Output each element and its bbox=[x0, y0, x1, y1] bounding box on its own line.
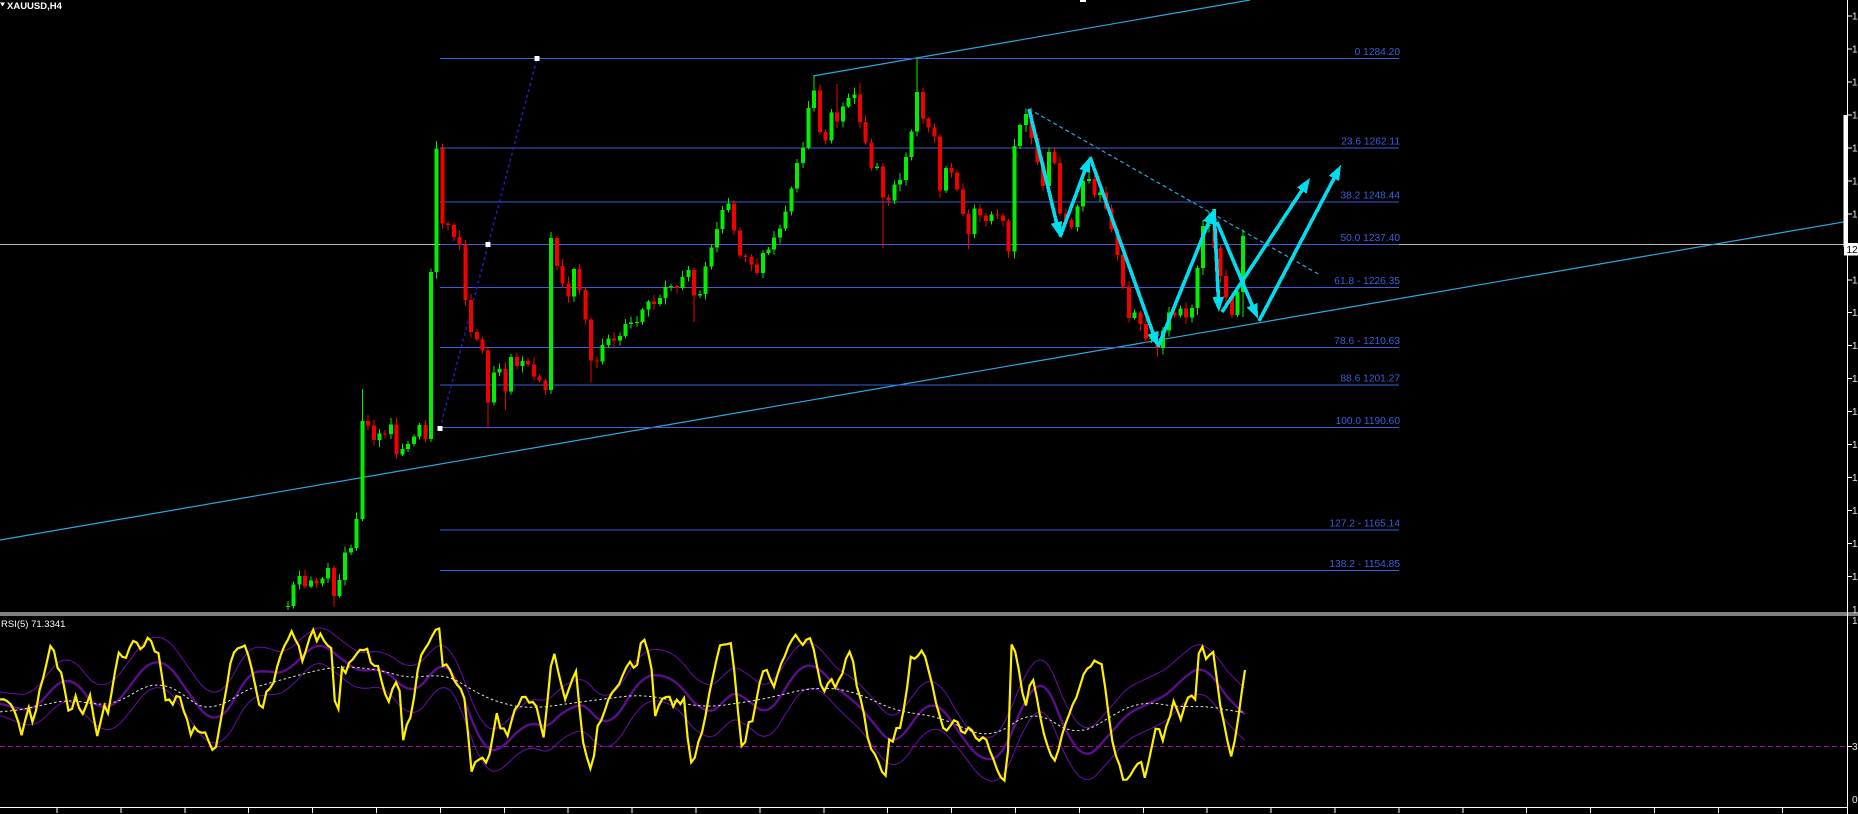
svg-text:12: 12 bbox=[1847, 245, 1858, 256]
svg-text:32: 32 bbox=[1852, 742, 1858, 753]
svg-text:100: 100 bbox=[1852, 616, 1858, 627]
svg-text:RSI(5) 71.3341: RSI(5) 71.3341 bbox=[1, 619, 65, 630]
svg-text:12: 12 bbox=[1852, 176, 1858, 187]
svg-text:12: 12 bbox=[1852, 308, 1858, 319]
svg-text:12: 12 bbox=[1852, 572, 1858, 583]
svg-text:50.0 1237.40: 50.0 1237.40 bbox=[1341, 233, 1401, 244]
svg-text:61.8 - 1226.35: 61.8 - 1226.35 bbox=[1334, 276, 1400, 287]
svg-text:12: 12 bbox=[1852, 45, 1858, 56]
svg-text:78.6 - 1210.63: 78.6 - 1210.63 bbox=[1334, 336, 1400, 347]
svg-text:12: 12 bbox=[1852, 506, 1858, 517]
svg-text:12: 12 bbox=[1852, 374, 1858, 385]
svg-text:0 1284.20: 0 1284.20 bbox=[1355, 47, 1401, 58]
svg-text:12: 12 bbox=[1852, 110, 1858, 121]
svg-text:12: 12 bbox=[1852, 275, 1858, 286]
svg-text:12: 12 bbox=[1852, 12, 1858, 23]
svg-text:100.0 1190.60: 100.0 1190.60 bbox=[1336, 416, 1401, 427]
svg-text:XAUUSD,H4: XAUUSD,H4 bbox=[7, 1, 63, 12]
svg-text:12: 12 bbox=[1852, 539, 1858, 550]
svg-text:12: 12 bbox=[1852, 440, 1858, 451]
svg-text:38.2 1248.44: 38.2 1248.44 bbox=[1341, 191, 1401, 202]
svg-text:12: 12 bbox=[1852, 341, 1858, 352]
svg-text:12: 12 bbox=[1852, 473, 1858, 484]
svg-text:12: 12 bbox=[1852, 407, 1858, 418]
svg-text:127.2 - 1165.14: 127.2 - 1165.14 bbox=[1329, 519, 1400, 530]
svg-text:12: 12 bbox=[1852, 77, 1858, 88]
svg-text:12: 12 bbox=[1852, 605, 1858, 616]
svg-text:12: 12 bbox=[1852, 209, 1858, 220]
svg-text:88.6 1201.27: 88.6 1201.27 bbox=[1341, 374, 1401, 385]
svg-text:0: 0 bbox=[1852, 795, 1858, 806]
svg-text:138.2 - 1154.85: 138.2 - 1154.85 bbox=[1329, 559, 1400, 570]
svg-text:12: 12 bbox=[1852, 143, 1858, 154]
svg-text:23.6 1262.11: 23.6 1262.11 bbox=[1341, 137, 1400, 148]
